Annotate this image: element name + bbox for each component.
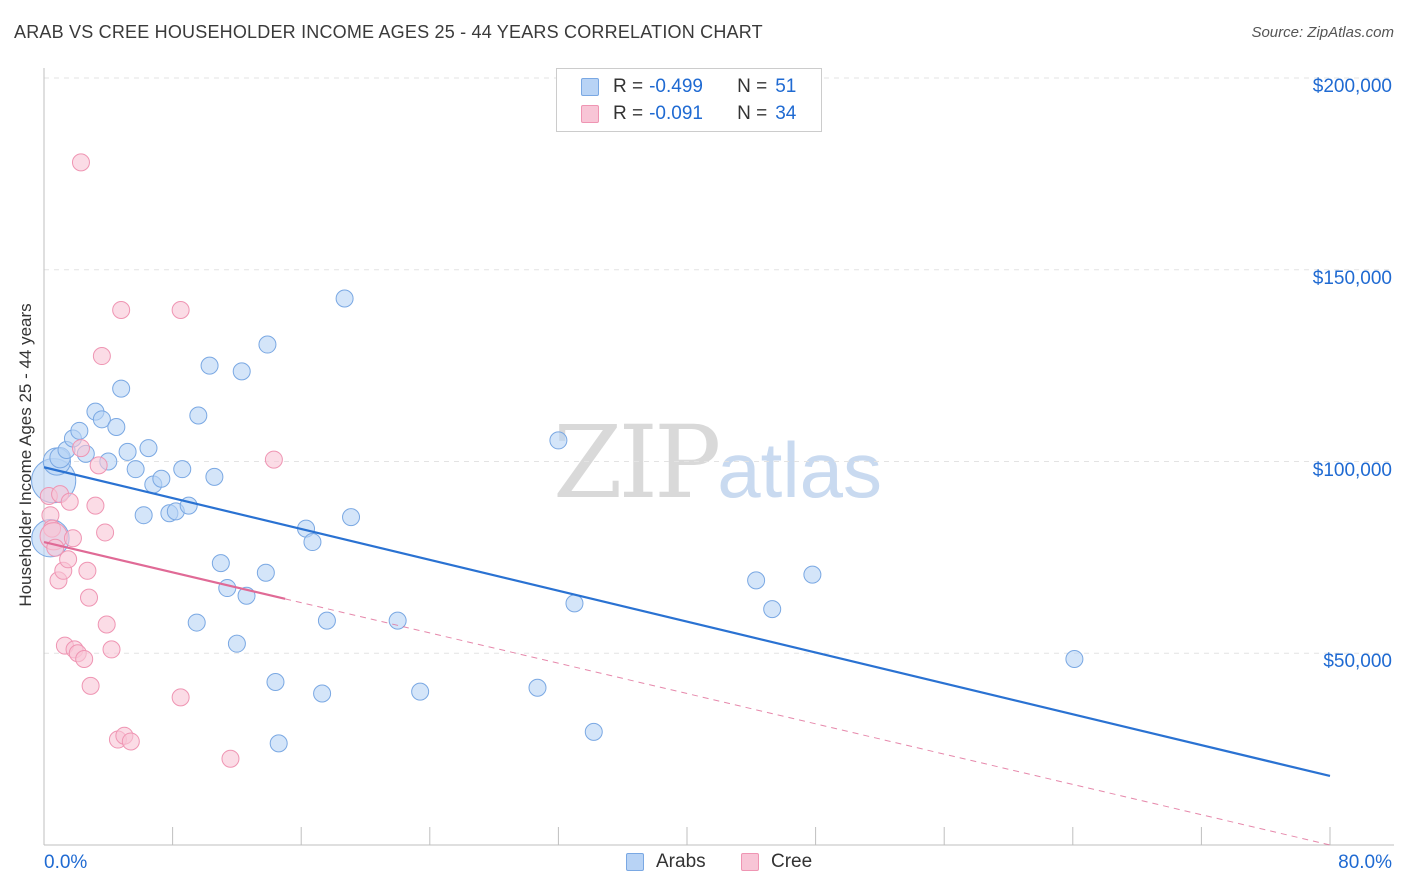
arabs-point <box>211 554 230 573</box>
arabs-point <box>256 563 275 582</box>
arabs-point <box>92 410 111 429</box>
watermark: ZIPatlas <box>553 404 882 521</box>
legend-label-cree: Cree <box>771 851 813 872</box>
y-tick-label: $150,000 <box>1312 267 1392 289</box>
arabs-legend-swatch <box>626 853 644 871</box>
cree-point <box>264 450 283 469</box>
y-tick-label: $200,000 <box>1312 76 1392 97</box>
correlation-legend: R = -0.499 N = 51 R = -0.091 N = 34 <box>556 68 822 132</box>
arabs-point <box>317 611 336 630</box>
n-label: N = <box>737 103 768 124</box>
arabs-point <box>411 682 430 701</box>
arabs-point <box>118 442 137 461</box>
cree-trend-line <box>43 540 286 600</box>
watermark-atlas: atlas <box>717 426 883 514</box>
legend-row-arabs: R = -0.499 N = 51 <box>581 75 796 99</box>
arabs-swatch <box>581 78 599 96</box>
arabs-point <box>1065 650 1084 669</box>
arabs-point <box>528 678 547 697</box>
source-label: Source: ZipAtlas.com <box>1251 24 1394 41</box>
cree-point <box>75 650 94 669</box>
cree-point <box>80 588 99 607</box>
r-label: R = <box>613 76 644 97</box>
arabs-point <box>152 469 171 488</box>
arabs-point <box>189 406 208 425</box>
cree-point <box>121 732 140 751</box>
arabs-point <box>303 533 322 552</box>
arabs-point <box>200 356 219 375</box>
cree-legend-swatch <box>741 853 759 871</box>
cree-point <box>71 153 90 172</box>
cree-trend-extension <box>285 598 1331 846</box>
cree-point <box>89 456 108 475</box>
arabs-point <box>107 417 126 436</box>
cree-point <box>60 492 79 511</box>
point-layer <box>31 153 1084 768</box>
cree-point <box>171 301 190 320</box>
cree-point <box>171 688 190 707</box>
arabs-point <box>187 613 206 632</box>
x-tick-label-min: 0.0% <box>44 852 88 873</box>
arabs-point <box>205 467 224 486</box>
arabs-point <box>266 673 285 692</box>
arabs-point <box>227 634 246 653</box>
arabs-point <box>342 508 361 527</box>
arabs-point <box>763 600 782 619</box>
arabs-point <box>139 439 158 458</box>
y-tick-label: $50,000 <box>1323 651 1392 673</box>
arabs-point <box>549 431 568 450</box>
cree-point <box>102 640 121 659</box>
series-legend: Arabs Cree <box>0 851 1406 877</box>
arabs-point <box>335 289 354 308</box>
arabs-point <box>313 684 332 703</box>
cree-point <box>86 496 105 515</box>
arabs-trend-line <box>43 466 1331 778</box>
n-label: N = <box>737 76 768 97</box>
cree-point <box>63 529 82 548</box>
r-value: -0.499 <box>649 76 703 97</box>
cree-point <box>92 347 111 366</box>
arabs-point <box>134 506 153 525</box>
chart-title: ARAB VS CREE HOUSEHOLDER INCOME AGES 25 … <box>14 22 763 42</box>
arabs-point <box>218 579 237 598</box>
arabs-point <box>388 611 407 630</box>
legend-row-cree: R = -0.091 N = 34 <box>581 102 796 126</box>
trend-layer <box>43 466 1331 846</box>
arabs-point <box>584 722 603 741</box>
cree-point <box>112 301 131 320</box>
cree-point <box>81 676 100 695</box>
arabs-point <box>173 460 192 479</box>
cree-swatch <box>581 105 599 123</box>
legend-label-arabs: Arabs <box>656 851 706 872</box>
n-value: 34 <box>775 103 797 124</box>
r-value: -0.091 <box>649 103 703 124</box>
arabs-point <box>565 594 584 613</box>
arabs-point <box>126 460 145 479</box>
watermark-zip: ZIP <box>553 404 721 521</box>
arabs-point <box>232 362 251 381</box>
x-tick-label-max: 80.0% <box>1338 852 1392 873</box>
y-tick-label: $100,000 <box>1312 459 1392 481</box>
arabs-point <box>112 379 131 398</box>
cree-point <box>59 550 78 569</box>
n-value: 51 <box>775 76 797 97</box>
arabs-point <box>747 571 766 590</box>
cree-point <box>97 615 116 634</box>
cree-point <box>96 523 115 542</box>
cree-point <box>71 439 90 458</box>
arabs-point <box>269 734 288 753</box>
axis-layer <box>43 68 1394 846</box>
legend-item-cree[interactable]: Cree <box>741 851 812 873</box>
r-label: R = <box>613 103 644 124</box>
legend-item-arabs[interactable]: Arabs <box>626 851 706 873</box>
arabs-point <box>258 335 277 354</box>
arabs-point <box>70 421 89 440</box>
arabs-point <box>803 565 822 584</box>
cree-point <box>78 561 97 580</box>
cree-point <box>221 749 240 768</box>
